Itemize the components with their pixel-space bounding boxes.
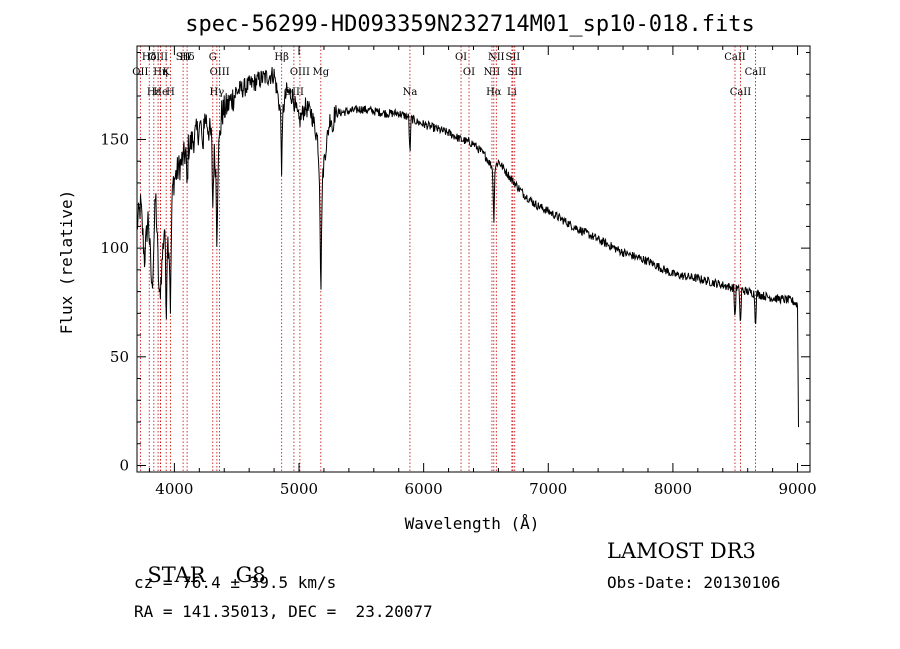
spectral-line-label: Hη xyxy=(153,67,168,78)
x-tick-label: 6000 xyxy=(405,480,443,498)
spectral-line-label: H xyxy=(166,87,175,98)
spectral-line-label: Hδ xyxy=(180,52,195,63)
spectral-line-label: Hγ xyxy=(210,87,225,98)
spectral-line-label: K xyxy=(162,67,170,78)
x-axis-label: Wavelength (Å) xyxy=(405,514,540,533)
spectral-line-label: OII xyxy=(132,67,148,78)
y-tick-label: 100 xyxy=(100,239,129,257)
spectral-line-label: NII xyxy=(484,67,501,78)
spectral-line-label: OIII xyxy=(148,52,168,63)
x-tick-label: 9000 xyxy=(778,480,816,498)
spectrum-series xyxy=(136,66,799,428)
spectral-line-labels: HδOIIHεOIIIKHeSIIHηHHδOIIIHγGOIIIOIIIHβM… xyxy=(132,52,766,98)
spectral-line-markers xyxy=(139,46,756,472)
plot-frame xyxy=(136,45,811,473)
spectral-line-label: OIII xyxy=(210,67,230,78)
info-class-row: STAR G8 xyxy=(134,539,266,587)
spectral-line-label: OI xyxy=(463,67,475,78)
y-tick-label: 0 xyxy=(119,456,129,474)
y-tick-label: 150 xyxy=(100,130,129,148)
x-tick-label: 5000 xyxy=(280,480,318,498)
spectral-line-label: OIII xyxy=(290,67,310,78)
spectral-line-label: NII xyxy=(488,52,505,63)
y-tick-label: 50 xyxy=(110,348,129,366)
spectral-line-label: Mg xyxy=(313,67,330,78)
spectral-line-label: He xyxy=(153,87,168,98)
redshift-cz: cz = 76.4 ± 39.5 km/s xyxy=(134,573,337,592)
spectral-line-label: SII xyxy=(507,67,522,78)
x-tick-label: 7000 xyxy=(529,480,567,498)
spectral-line-label: OI xyxy=(455,52,467,63)
x-tick-label: 8000 xyxy=(654,480,692,498)
spectral-line-label: G xyxy=(209,52,217,63)
spectral-line-label: Hα xyxy=(486,87,502,98)
spectral-line-label: Hδ xyxy=(142,52,157,63)
spectral-line-label: SII xyxy=(506,52,521,63)
x-tick-label: 4000 xyxy=(155,480,193,498)
spectral-line-label: CaII xyxy=(730,87,752,98)
object-subclass: G8 xyxy=(235,563,266,587)
spectral-line-label: Na xyxy=(403,87,418,98)
spectrum-chart: spec-56299-HD093359N232714M01_sp10-018.f… xyxy=(57,12,817,533)
chart-title: spec-56299-HD093359N232714M01_sp10-018.f… xyxy=(185,12,755,37)
ra-dec-coords: RA = 141.35013, DEC = 23.20077 xyxy=(134,602,433,621)
spectral-line-label: CaII xyxy=(724,52,746,63)
spectral-line-label: Hβ xyxy=(274,52,289,63)
spectral-line-label: SII xyxy=(176,52,191,63)
spectral-line-label: Hε xyxy=(147,87,161,98)
obs-date: Obs-Date: 20130106 xyxy=(607,573,781,592)
spectral-line-label: CaII xyxy=(745,67,767,78)
survey-name: LAMOST DR3 xyxy=(607,539,756,563)
y-axis-label: Flux (relative) xyxy=(57,190,76,335)
spectral-line-label: OIII xyxy=(284,87,304,98)
x-axis-ticks: 4000 5000 6000 7000 8000 9000 xyxy=(148,46,817,498)
spectrum-line xyxy=(136,66,799,428)
spectral-line-label: Li xyxy=(507,87,517,98)
y-axis-ticks: 0 50 100 150 xyxy=(100,52,810,474)
object-class: STAR xyxy=(147,563,206,587)
